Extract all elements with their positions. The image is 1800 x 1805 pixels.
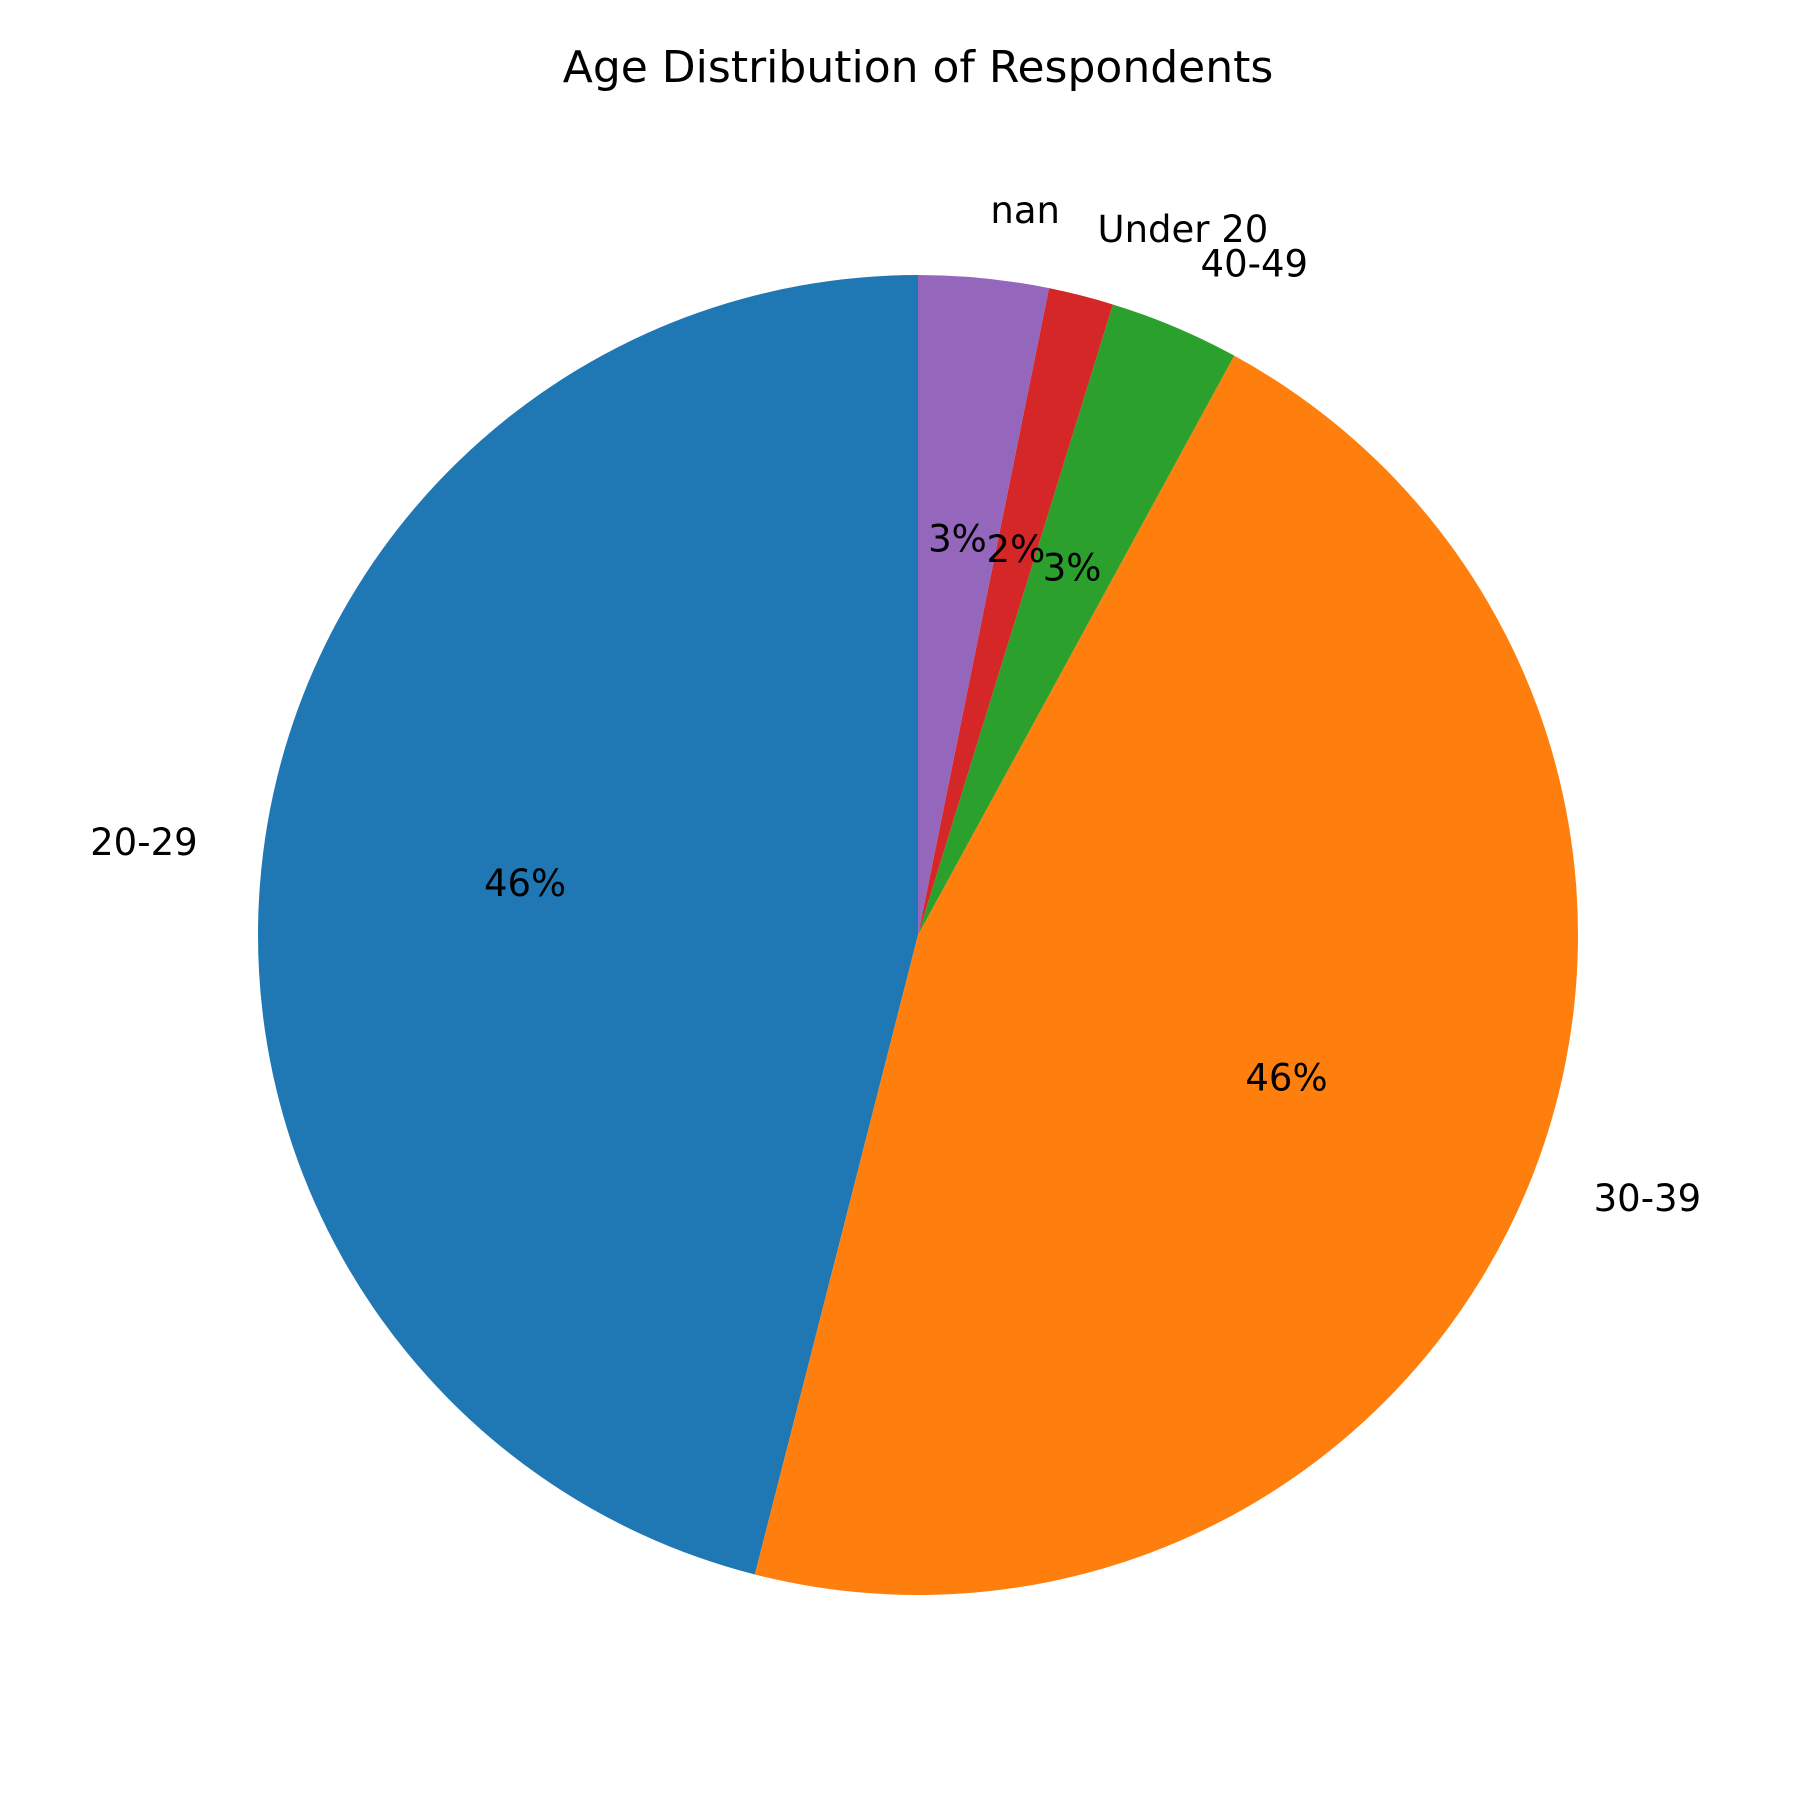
slice-label-2: 40-49 (1201, 243, 1309, 286)
pie-slice-1 (754, 355, 1578, 1595)
pie-slice-3 (918, 288, 1113, 935)
pie-slice-2 (918, 304, 1235, 936)
slice-percent-4: 3% (928, 517, 987, 560)
slice-label-4: nan (990, 189, 1060, 232)
slice-label-0: 20-29 (90, 821, 198, 864)
pie-slices (258, 275, 1578, 1595)
slice-percent-1: 46% (1245, 1056, 1327, 1099)
slice-label-1: 30-39 (1594, 1177, 1702, 1220)
slice-percent-0: 46% (484, 862, 566, 905)
slice-percent-2: 3% (1043, 547, 1102, 590)
pie-slice-4 (918, 275, 1050, 935)
slice-percent-3: 2% (987, 528, 1046, 571)
slice-label-3: Under 20 (1097, 208, 1268, 251)
chart-title: Age Distribution of Respondents (563, 42, 1274, 93)
pie-slice-0 (258, 275, 918, 1575)
pie-labels: 20-29 46% 30-39 46% 40-49 3% Under 20 2% nan 3% (90, 189, 1701, 1220)
